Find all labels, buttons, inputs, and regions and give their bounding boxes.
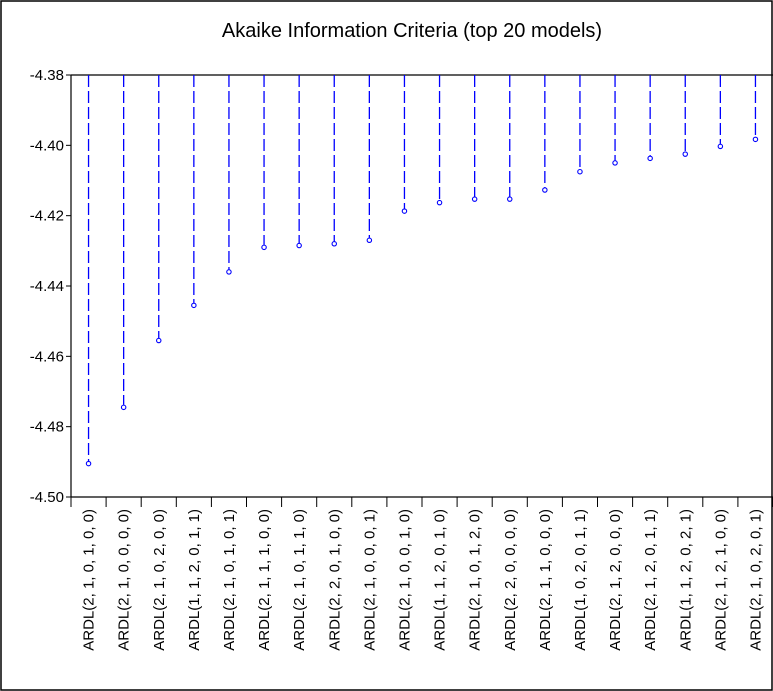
x-category-label: ARDL(2, 1, 2, 0, 0, 0) (607, 509, 624, 651)
x-category-label: ARDL(2, 1, 2, 1, 0, 0) (712, 509, 729, 651)
data-point (682, 151, 688, 157)
x-category-label: ARDL(1, 1, 2, 0, 1, 1) (186, 509, 203, 651)
plot-area: -4.38 -4.40 -4.42 -4.44 -4.46 -4.48 -4.50 ARDL(… (30, 67, 773, 651)
x-category-label: ARDL(2, 1, 0, 2, 0, 0) (151, 509, 168, 651)
data-point (612, 160, 618, 166)
y-tick-label: -4.38 (30, 67, 64, 84)
x-category-label: ARDL(2, 2, 0, 1, 0, 0) (326, 509, 343, 651)
data-point (366, 237, 373, 244)
data-point (577, 168, 583, 175)
y-tick-label: -4.46 (30, 348, 64, 365)
data-point (647, 155, 653, 162)
data-point (401, 208, 408, 214)
chart-title: Akaike Information Criteria (top 20 mode… (222, 20, 602, 42)
x-category-label: ARDL(2, 1, 0, 1, 0, 1) (221, 509, 238, 651)
x-category-label: ARDL(2, 2, 0, 0, 0, 0) (502, 509, 519, 651)
y-tick-label: -4.50 (30, 489, 64, 506)
x-category-label: ARDL(2, 1, 0, 0, 0, 1) (361, 509, 378, 651)
x-category-label: ARDL(2, 1, 0, 2, 0, 1) (747, 509, 764, 651)
x-category-label: ARDL(2, 1, 0, 1, 1, 0) (291, 509, 308, 651)
x-category-label: ARDL(2, 1, 2, 0, 1, 1) (642, 509, 659, 651)
y-tick-label: -4.40 (30, 137, 64, 154)
data-point (226, 269, 232, 275)
x-category-label: ARDL(2, 1, 1, 1, 0, 0) (256, 509, 273, 651)
data-point (542, 187, 548, 193)
x-category-label: ARDL(2, 1, 0, 1, 0, 0) (81, 509, 98, 651)
data-point (120, 404, 127, 411)
x-category-label: ARDL(2, 1, 0, 0, 1, 0) (396, 509, 413, 651)
data-point (471, 196, 478, 202)
data-point (506, 196, 513, 202)
data-point (752, 136, 759, 143)
data-point (191, 302, 197, 309)
data-point (156, 337, 162, 344)
data-point (436, 199, 443, 206)
x-category-label: ARDL(2, 1, 0, 1, 2, 0) (467, 509, 484, 651)
data-point (296, 242, 302, 249)
y-tick-label: -4.48 (30, 419, 64, 436)
x-category-label: ARDL(2, 1, 1, 0, 0, 0) (537, 509, 554, 651)
x-category-label: ARDL(1, 1, 2, 0, 2, 1) (677, 509, 694, 651)
y-tick-label: -4.42 (30, 208, 64, 225)
data-point (331, 241, 337, 247)
data-point (261, 244, 267, 251)
data-point (717, 143, 724, 150)
data-point (85, 460, 92, 467)
y-tick-label: -4.44 (30, 278, 64, 295)
x-category-label: ARDL(1, 0, 2, 0, 1, 1) (572, 509, 589, 651)
x-category-label: ARDL(2, 1, 0, 0, 0, 0) (116, 509, 133, 651)
x-category-label: ARDL(1, 1, 2, 0, 1, 0) (432, 509, 449, 651)
